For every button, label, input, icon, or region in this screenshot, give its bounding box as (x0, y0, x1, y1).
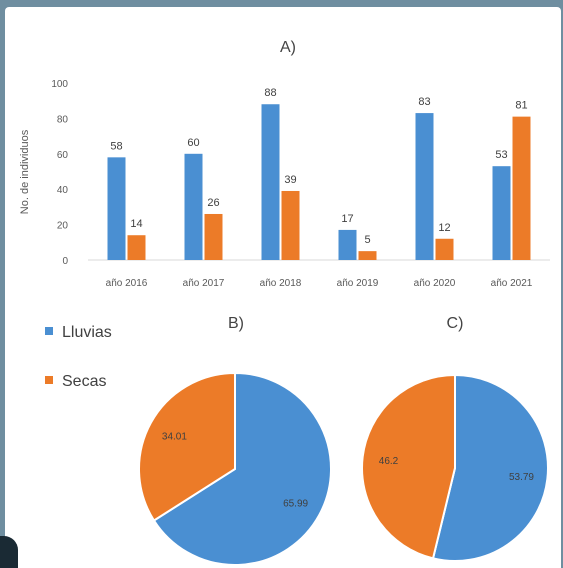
data-label: 81 (515, 100, 527, 112)
x-tick-label: año 2017 (183, 278, 225, 289)
bar-secas (358, 251, 377, 260)
bar-secas (127, 235, 146, 260)
pie-b-slices: 65.99 34.01 (138, 371, 332, 566)
bar-lluvias (184, 153, 203, 260)
data-label: 17 (341, 213, 353, 225)
window-corner (0, 536, 18, 568)
bar-lluvias (107, 157, 126, 260)
chart-a-title: A) (280, 39, 296, 56)
legend: Lluvias Secas (45, 324, 112, 390)
pie-slice-secas (361, 373, 456, 560)
data-label: 83 (418, 96, 430, 108)
legend-label-secas: Secas (62, 373, 106, 390)
data-label: 26 (207, 197, 219, 209)
bar-chart-a: A) No. de individuos 0 20 40 60 80 100 58 14 60… (19, 39, 550, 289)
chart-b-title: B) (228, 315, 244, 332)
data-label: 88 (264, 87, 276, 99)
data-label: 53 (495, 149, 507, 161)
chart-c-title: C) (447, 315, 464, 332)
bar-secas (204, 213, 223, 260)
x-tick-label: año 2021 (491, 278, 533, 289)
pie-slice-lluvias (431, 373, 549, 562)
pie-slice-secas (138, 371, 236, 522)
x-axis-ticks: año 2016 año 2017 año 2018 año 2019 año 2020… (106, 278, 533, 289)
bars: 58 14 60 26 88 39 17 5 83 12 53 81 (107, 87, 531, 261)
pie-value-label: 34.01 (162, 432, 187, 443)
x-tick-label: año 2018 (260, 278, 302, 289)
data-label: 58 (110, 140, 122, 152)
y-axis-label: No. de individuos (19, 129, 31, 214)
pie-value-label: 65.99 (283, 498, 308, 509)
data-label: 14 (130, 218, 142, 230)
legend-swatch-lluvias (45, 327, 53, 335)
x-tick-label: año 2016 (106, 278, 148, 289)
data-label: 60 (187, 137, 199, 149)
bar-lluvias (338, 229, 357, 260)
pie-chart-c: C) 53.79 46.2 (361, 315, 549, 562)
legend-swatch-secas (45, 376, 53, 384)
bar-secas (281, 190, 300, 260)
pie-value-label: 46.2 (379, 456, 399, 467)
pie-slice-lluvias (152, 371, 332, 566)
y-axis-ticks: 0 20 40 60 80 100 (51, 79, 68, 267)
bar-secas (435, 238, 454, 260)
data-label: 39 (284, 174, 296, 186)
bar-secas (512, 116, 531, 260)
bar-lluvias (492, 166, 511, 260)
bar-lluvias (415, 113, 434, 260)
data-label: 12 (438, 222, 450, 234)
y-tick-label: 100 (51, 79, 68, 90)
y-tick-label: 60 (57, 150, 69, 161)
x-tick-label: año 2020 (414, 278, 456, 289)
y-tick-label: 0 (62, 256, 68, 267)
bar-lluvias (261, 104, 280, 261)
y-tick-label: 20 (57, 221, 69, 232)
pie-c-slices: 53.79 46.2 (361, 373, 549, 562)
pie-chart-b: B) 65.99 34.01 (138, 315, 332, 566)
y-tick-label: 40 (57, 185, 69, 196)
x-tick-label: año 2019 (337, 278, 379, 289)
legend-label-lluvias: Lluvias (62, 324, 112, 341)
pie-value-label: 53.79 (509, 472, 534, 483)
y-tick-label: 80 (57, 114, 69, 125)
data-label: 5 (364, 234, 370, 246)
